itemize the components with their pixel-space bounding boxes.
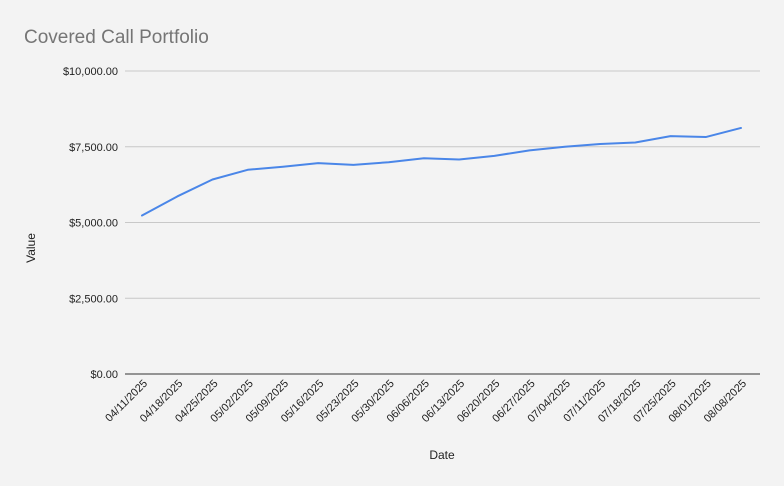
data-point — [281, 165, 285, 169]
y-axis-ticks: $0.00 $2,500.00 $5,000.00 $7,500.00 $10,000.… — [63, 66, 118, 381]
data-point — [175, 194, 179, 198]
data-point — [387, 160, 391, 164]
x-axis-ticks: 04/11/202504/18/202504/25/202505/02/2025… — [103, 378, 749, 425]
y-tick-label: $7,500.00 — [69, 142, 118, 154]
data-point — [140, 214, 144, 218]
data-point — [422, 156, 426, 160]
y-axis-label: Value — [24, 233, 38, 263]
data-point — [246, 168, 250, 172]
data-point — [633, 141, 637, 145]
data-point — [669, 134, 673, 138]
data-point — [210, 177, 214, 181]
data-point — [528, 148, 532, 152]
y-tick-label: $2,500.00 — [69, 293, 118, 305]
grid-lines — [125, 70, 760, 375]
y-tick-label: $10,000.00 — [63, 66, 118, 78]
data-point — [316, 161, 320, 165]
chart-title: Covered Call Portfolio — [24, 27, 209, 48]
data-point — [457, 157, 461, 161]
y-tick-label: $0.00 — [90, 369, 118, 381]
series-line — [141, 126, 742, 217]
series-layer — [140, 126, 743, 218]
data-point — [492, 154, 496, 158]
y-tick-label: $5,000.00 — [69, 218, 118, 230]
data-point — [563, 145, 567, 149]
x-axis-label: Date — [429, 448, 455, 462]
data-point — [351, 163, 355, 167]
data-point — [704, 135, 708, 139]
data-point — [739, 126, 743, 130]
data-point — [598, 142, 602, 146]
